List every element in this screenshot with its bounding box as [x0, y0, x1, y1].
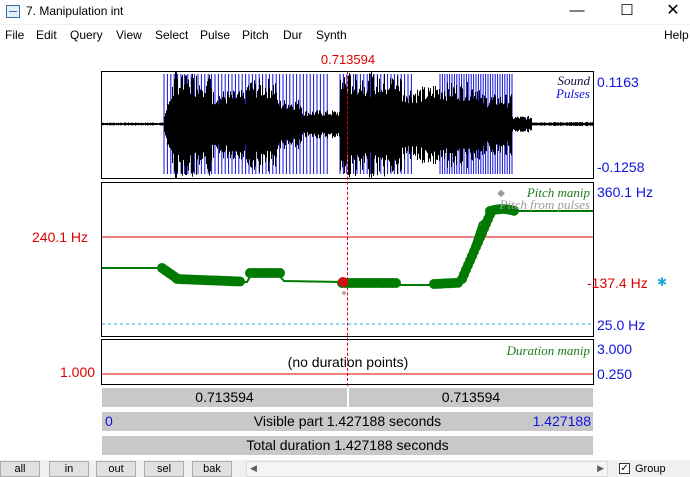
segment-left-bar[interactable]: 0.713594: [101, 387, 348, 408]
zoom-selection-button[interactable]: sel: [144, 461, 184, 477]
menu-select[interactable]: Select: [155, 28, 189, 42]
pitch-point: [275, 268, 285, 278]
menu-dur[interactable]: Dur: [283, 28, 303, 42]
segment-right-bar[interactable]: 0.713594: [348, 387, 594, 408]
sound-min-label: -0.1258: [597, 159, 645, 175]
menu-query[interactable]: Query: [70, 28, 103, 42]
cursor-pulse-point: [342, 291, 346, 295]
title-bar: 7. Manipulation int — ☐ ✕: [0, 0, 690, 24]
pitch-contour-svg: [102, 204, 593, 325]
maximize-button[interactable]: ☐: [620, 2, 634, 19]
menu-synth[interactable]: Synth: [316, 28, 347, 42]
editor-canvas[interactable]: 0.713594 Sound Pulses 0.1163 -0.1258 Pit…: [0, 45, 690, 460]
menu-bar: File Edit Query View Select Pulse Pitch …: [0, 25, 690, 45]
duration-empty-text: (no duration points): [287, 354, 409, 370]
segment-right-label: 0.713594: [441, 389, 501, 405]
segment-left-label: 0.713594: [195, 389, 254, 405]
pulses-label: Pulses: [556, 86, 590, 101]
cursor-line: [347, 71, 348, 386]
pitch-point: [509, 205, 519, 216]
menu-file[interactable]: File: [5, 28, 25, 42]
total-duration-label: Total duration 1.427188 seconds: [246, 437, 449, 453]
total-duration-bar[interactable]: Total duration 1.427188 seconds: [101, 435, 594, 456]
pitch-bottom-label: 25.0 Hz: [597, 317, 646, 333]
pitch-manip-label: Pitch manip: [526, 185, 590, 200]
pitch-points: [157, 204, 519, 289]
menu-help[interactable]: Help: [664, 28, 689, 42]
pitch-panel[interactable]: Pitch from pulses Pitch manip ◆: [101, 182, 594, 337]
duration-svg: [102, 373, 593, 375]
bottom-controls: all in out sel bak ◀ ▶ ✓ Group: [0, 460, 690, 477]
cursor-time-label: 0.713594: [320, 52, 376, 67]
scroll-left-arrow-icon[interactable]: ◀: [250, 463, 257, 473]
praat-window-icon: [6, 5, 20, 18]
zoom-back-button[interactable]: bak: [192, 461, 232, 477]
visible-end-label: 1.427188: [532, 413, 591, 429]
pitch-label-bullet: ◆: [497, 188, 505, 199]
zoom-out-button[interactable]: out: [96, 461, 136, 477]
selected-pitch-point: [338, 277, 348, 287]
group-checkbox[interactable]: ✓: [619, 463, 630, 474]
pitch-top-label: 360.1 Hz: [597, 184, 654, 200]
sound-waveform-svg: [102, 72, 593, 178]
menu-pulse[interactable]: Pulse: [200, 28, 231, 42]
minimize-button[interactable]: —: [569, 2, 585, 19]
sound-max-label: 0.1163: [597, 74, 639, 90]
menu-edit[interactable]: Edit: [36, 28, 57, 42]
zoom-all-button[interactable]: all: [0, 461, 40, 477]
sound-waveform: [102, 72, 593, 178]
pitch-from-pulses-label: Pitch from pulses: [499, 197, 590, 212]
scroll-right-arrow-icon[interactable]: ▶: [597, 463, 604, 473]
menu-view[interactable]: View: [116, 28, 142, 42]
window-title: 7. Manipulation int: [26, 4, 124, 18]
close-button[interactable]: ✕: [666, 2, 680, 19]
visible-start-label: 0: [105, 413, 113, 429]
visible-part-label: Visible part 1.427188 seconds: [253, 413, 442, 429]
horizontal-scrollbar[interactable]: ◀ ▶: [246, 461, 608, 477]
duration-top-label: 3.000: [597, 341, 633, 357]
group-label: Group: [635, 463, 666, 475]
pitch-cursor-value-label: -137.4 Hz: [587, 275, 648, 291]
menu-pitch[interactable]: Pitch: [242, 28, 269, 42]
duration-reference-label: 1.000: [60, 364, 96, 380]
pitch-reference-label: 240.1 Hz: [32, 229, 89, 245]
duration-bottom-label: 0.250: [597, 366, 633, 382]
sound-label: Sound: [557, 73, 591, 88]
pitch-cursor-marker-icon: ✱: [657, 275, 668, 289]
zoom-in-button[interactable]: in: [49, 461, 89, 477]
pitch-point: [235, 276, 245, 287]
visible-part-bar[interactable]: 0 Visible part 1.427188 seconds 1.427188: [101, 411, 594, 432]
duration-manip-label: Duration manip: [506, 343, 590, 358]
pitch-point: [391, 278, 401, 288]
